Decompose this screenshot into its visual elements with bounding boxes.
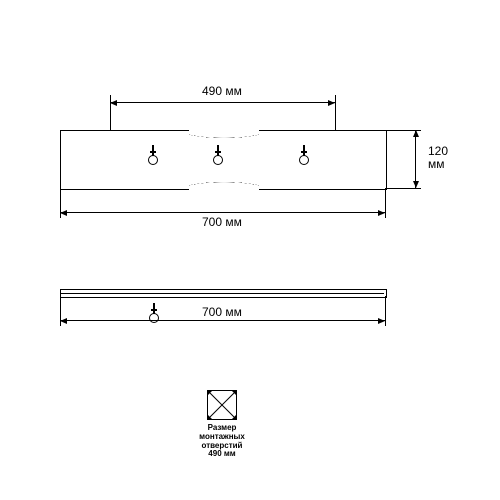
diagram-stage: 490 мм 700 мм 120 мм 700 мм Размер монта… — [0, 0, 500, 500]
mounting-size-icon — [207, 390, 237, 420]
top-notch — [189, 130, 259, 138]
dim-outer-height-label: 120 мм — [428, 145, 448, 171]
mount-mark-right — [298, 145, 310, 167]
dim-mount-spacing-label: 490 мм — [202, 84, 242, 98]
dim-outer-width-label: 700 мм — [202, 215, 242, 229]
dim-outer-height — [415, 130, 416, 188]
bar-inner-line — [61, 293, 384, 294]
dim-mount-spacing — [110, 102, 335, 103]
mount-mark-left — [147, 145, 159, 167]
dim-bar-width — [60, 320, 385, 321]
dim-outer-width — [60, 212, 385, 213]
dim-bar-width-label: 700 мм — [202, 305, 242, 319]
mounting-size-text: Размер монтажных отверстий 490 мм — [199, 424, 245, 459]
bottom-notch — [189, 182, 259, 190]
ext-line — [335, 95, 336, 130]
mount-mark-center — [212, 145, 224, 167]
ext-line — [385, 188, 421, 189]
ext-line — [385, 188, 386, 218]
bar-mount-mark — [148, 303, 160, 325]
ext-line — [385, 296, 386, 326]
